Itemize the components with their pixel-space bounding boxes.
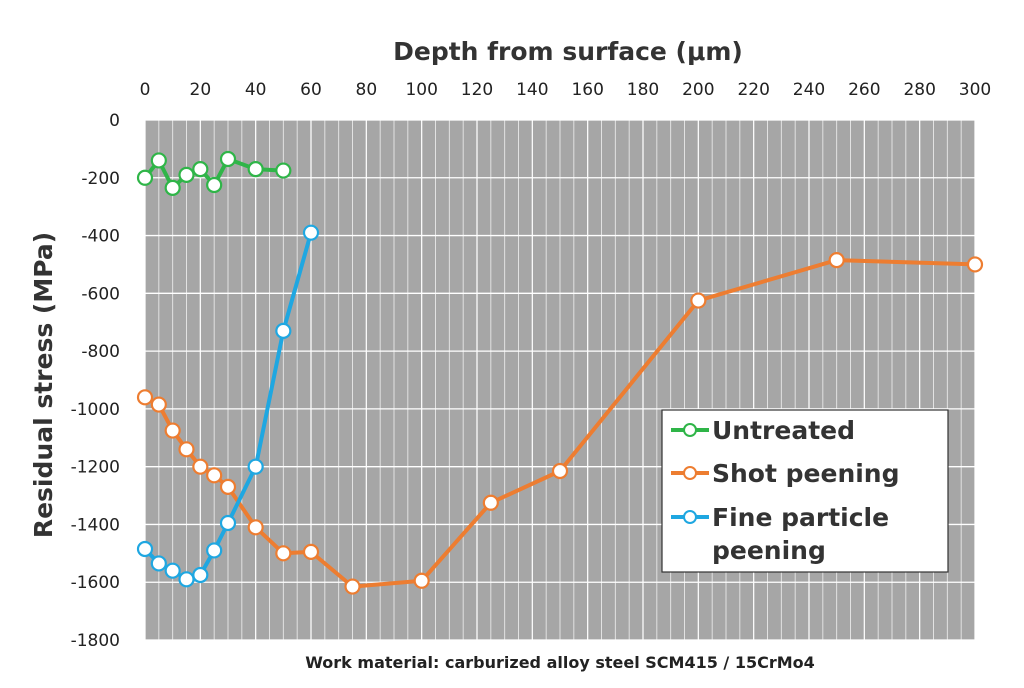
x-tick-label: 60 [300,80,322,100]
x-tick-label: 40 [245,80,267,100]
x-tick-label: 200 [682,80,714,100]
data-point [219,478,237,495]
data-point [302,543,320,560]
y-tick-label: -1000 [71,400,120,420]
y-tick-label: -1600 [71,573,120,593]
data-point [192,458,209,475]
legend-box [661,409,949,573]
y-tick-label: -400 [81,227,120,247]
data-point [206,542,223,559]
data-point [136,389,154,406]
y-tick-label: -800 [81,342,120,362]
data-point [413,572,430,589]
x-axis-title: Depth from surface (μm) [393,37,743,66]
legend: Untreated Shot peening Fine particle peenin… [661,409,949,573]
y-tick-label: -1400 [71,515,120,535]
x-tick-label: 80 [356,80,378,100]
y-tick-label: -200 [81,169,120,189]
x-tick-label: 280 [903,80,935,100]
x-tick-label: 240 [793,80,825,100]
data-point [164,422,181,439]
x-tick-label: 0 [140,80,151,100]
data-point [178,441,195,458]
y-tick-label: 0 [109,111,120,131]
data-point [275,545,292,562]
x-tick-label: 140 [516,80,548,100]
y-tick-label: -1200 [71,458,120,478]
data-point [690,292,707,309]
data-point [482,494,499,511]
x-tick-label: 20 [190,80,212,100]
data-point [136,169,154,186]
data-point [247,458,264,475]
legend-swatch-marker [683,466,697,480]
data-point [551,462,569,480]
y-tick-label: -1800 [71,631,120,651]
series-1 [136,252,984,595]
data-point [344,578,361,595]
data-point [178,166,195,183]
data-point [164,562,181,579]
series-0 [136,150,292,196]
x-tick-label: 260 [848,80,880,100]
data-point [164,179,181,196]
legend-label: Fine particle [712,503,889,532]
data-point [150,555,167,572]
data-point [275,322,292,339]
x-tick-label: 100 [405,80,437,100]
x-tick-label: 180 [627,80,659,100]
data-point [966,256,984,273]
series-2 [136,224,320,588]
axes: Depth from surface (μm) Residual stress … [29,37,991,672]
data-point [150,152,167,169]
legend-swatch-marker [683,423,697,437]
data-point [219,514,237,532]
footer-note: Work material: carburized alloy steel SC… [305,653,815,672]
data-point [828,252,845,269]
data-point [150,396,167,413]
y-tick-label: -600 [81,284,120,304]
x-tick-label: 220 [737,80,769,100]
legend-swatch-marker [683,510,697,524]
data-point [206,467,223,484]
x-tick-label: 300 [959,80,991,100]
data-point [178,571,195,588]
series-layer [136,150,984,595]
x-tick-label: 160 [571,80,603,100]
data-point [219,150,237,168]
data-point [136,540,154,558]
data-point [192,566,209,584]
data-point [275,162,292,179]
legend-label: Untreated [712,416,855,445]
legend-label: peening [712,536,826,565]
data-point [192,161,209,178]
legend-label: Shot peening [712,459,900,488]
y-axis-title: Residual stress (MPa) [29,232,58,538]
data-point [247,161,264,178]
x-tick-label: 120 [461,80,493,100]
data-point [206,176,223,194]
data-point [302,224,320,241]
data-point [247,519,264,536]
